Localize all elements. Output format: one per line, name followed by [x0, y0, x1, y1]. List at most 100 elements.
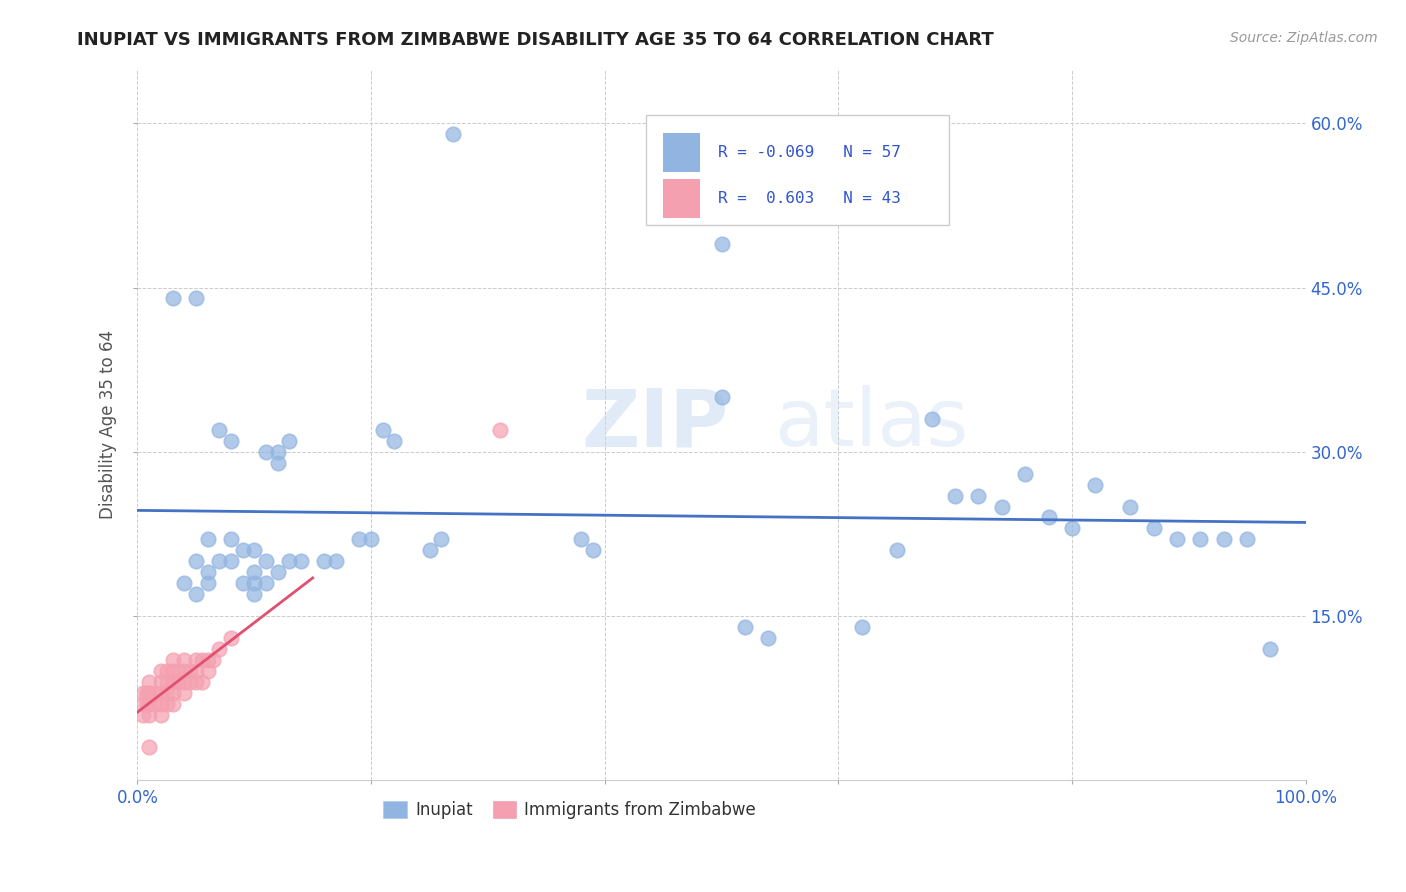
Point [1260, 641, 1282, 656]
Point [149, 707, 172, 722]
Point [349, 533, 371, 547]
Point [156, 664, 179, 678]
Text: R = -0.069   N = 57: R = -0.069 N = 57 [718, 145, 901, 160]
Point [202, 653, 225, 667]
Y-axis label: Disability Age 35 to 64: Disability Age 35 to 64 [100, 330, 117, 519]
Point [184, 664, 207, 678]
Point [243, 576, 266, 591]
Point [149, 674, 172, 689]
Point [143, 686, 166, 700]
Point [314, 554, 336, 568]
Point [569, 533, 592, 547]
Point [254, 554, 277, 568]
Point [135, 697, 157, 711]
Point [1084, 477, 1107, 491]
Point [430, 533, 453, 547]
Point [162, 664, 184, 678]
Point [132, 686, 155, 700]
Point [143, 697, 166, 711]
Point [1038, 510, 1060, 524]
Point [232, 543, 254, 558]
Point [156, 697, 179, 711]
Text: ZIP: ZIP [581, 385, 728, 464]
Point [219, 631, 242, 645]
Point [886, 543, 908, 558]
Point [197, 664, 219, 678]
Point [197, 653, 219, 667]
Point [190, 653, 212, 667]
Point [179, 664, 201, 678]
Point [1212, 533, 1234, 547]
Point [1014, 467, 1036, 481]
Point [138, 707, 160, 722]
Point [190, 674, 212, 689]
Point [756, 631, 779, 645]
Point [943, 489, 966, 503]
Point [219, 533, 242, 547]
Point [184, 292, 207, 306]
Point [149, 664, 172, 678]
Point [384, 434, 406, 448]
Point [243, 543, 266, 558]
Point [278, 554, 301, 568]
Point [179, 674, 201, 689]
FancyBboxPatch shape [664, 133, 700, 172]
Point [290, 554, 312, 568]
Point [208, 423, 231, 437]
Point [1236, 533, 1258, 547]
Point [360, 533, 382, 547]
FancyBboxPatch shape [645, 115, 949, 225]
Point [710, 390, 733, 404]
Point [132, 697, 155, 711]
Point [232, 576, 254, 591]
Point [325, 554, 347, 568]
Point [149, 686, 172, 700]
Point [418, 543, 440, 558]
Point [254, 576, 277, 591]
Point [371, 423, 394, 437]
Point [1119, 500, 1142, 514]
Point [266, 456, 288, 470]
Point [162, 686, 184, 700]
Point [149, 697, 172, 711]
Point [156, 686, 179, 700]
Point [197, 533, 219, 547]
Text: INUPIAT VS IMMIGRANTS FROM ZIMBABWE DISABILITY AGE 35 TO 64 CORRELATION CHART: INUPIAT VS IMMIGRANTS FROM ZIMBABWE DISA… [77, 31, 994, 49]
Point [138, 674, 160, 689]
Point [173, 686, 195, 700]
Point [441, 127, 464, 141]
Point [991, 500, 1014, 514]
Point [243, 587, 266, 601]
Point [710, 236, 733, 251]
Point [184, 554, 207, 568]
Point [1166, 533, 1188, 547]
Point [1143, 521, 1166, 535]
Legend: Inupiat, Immigrants from Zimbabwe: Inupiat, Immigrants from Zimbabwe [377, 794, 762, 825]
Point [184, 674, 207, 689]
Point [488, 423, 510, 437]
Point [1060, 521, 1083, 535]
Point [266, 444, 288, 458]
Point [135, 686, 157, 700]
Point [138, 697, 160, 711]
Point [219, 434, 242, 448]
Text: R =  0.603   N = 43: R = 0.603 N = 43 [718, 191, 901, 206]
Point [138, 686, 160, 700]
Text: atlas: atlas [775, 385, 969, 464]
Point [278, 434, 301, 448]
FancyBboxPatch shape [664, 178, 700, 218]
Point [184, 587, 207, 601]
Point [173, 576, 195, 591]
Point [173, 664, 195, 678]
Point [162, 653, 184, 667]
Point [162, 292, 184, 306]
Point [132, 707, 155, 722]
Point [184, 653, 207, 667]
Point [582, 543, 605, 558]
Point [921, 412, 943, 426]
Point [162, 674, 184, 689]
Point [197, 566, 219, 580]
Point [197, 576, 219, 591]
Point [167, 674, 190, 689]
Point [243, 566, 266, 580]
